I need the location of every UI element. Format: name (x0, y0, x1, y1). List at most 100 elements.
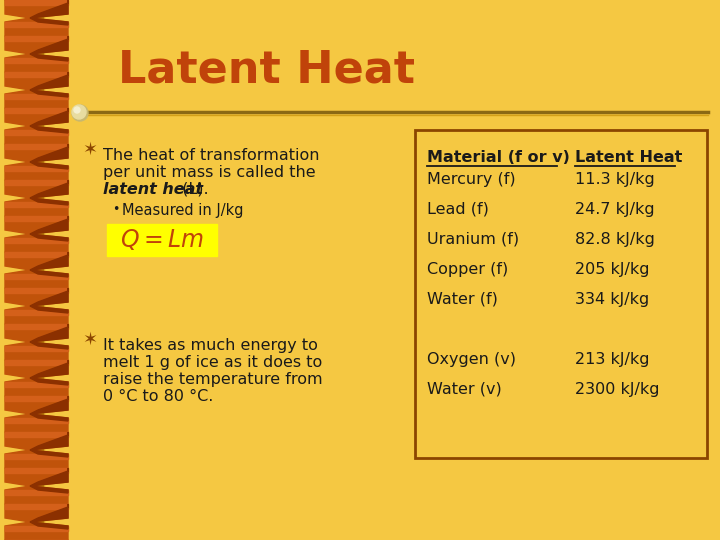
Circle shape (72, 105, 86, 119)
Bar (40, 0, 43, 540)
Polygon shape (30, 504, 68, 522)
Text: 82.8 kJ/kg: 82.8 kJ/kg (575, 232, 655, 247)
Polygon shape (5, 216, 68, 234)
Polygon shape (30, 342, 68, 349)
Polygon shape (30, 270, 68, 277)
Text: 2300 kJ/kg: 2300 kJ/kg (575, 382, 660, 397)
Polygon shape (30, 126, 68, 133)
Polygon shape (30, 432, 68, 450)
Text: Oxygen (v): Oxygen (v) (427, 352, 516, 367)
Polygon shape (30, 288, 68, 306)
Polygon shape (5, 360, 68, 365)
Polygon shape (5, 468, 68, 486)
Polygon shape (5, 396, 68, 414)
Polygon shape (30, 414, 68, 421)
Polygon shape (30, 36, 68, 54)
Polygon shape (5, 162, 68, 180)
Polygon shape (5, 310, 68, 315)
Polygon shape (5, 72, 68, 90)
Polygon shape (5, 90, 68, 108)
Text: It takes as much energy to: It takes as much energy to (103, 338, 318, 353)
Bar (415, 130, 707, 458)
Text: latent heat: latent heat (103, 182, 203, 197)
Polygon shape (5, 526, 68, 531)
Polygon shape (5, 166, 68, 171)
Polygon shape (30, 234, 68, 241)
Circle shape (72, 105, 88, 121)
Polygon shape (5, 324, 68, 342)
Polygon shape (30, 450, 68, 457)
Text: 205 kJ/kg: 205 kJ/kg (575, 262, 649, 277)
Polygon shape (5, 36, 68, 41)
Polygon shape (5, 418, 68, 423)
Polygon shape (30, 468, 68, 486)
Polygon shape (5, 22, 68, 27)
Text: 0 °C to 80 °C.: 0 °C to 80 °C. (103, 389, 213, 404)
Text: 334 kJ/kg: 334 kJ/kg (575, 292, 649, 307)
Polygon shape (5, 414, 68, 432)
Polygon shape (30, 90, 68, 97)
Polygon shape (30, 252, 68, 270)
Text: Water (v): Water (v) (427, 382, 502, 397)
Polygon shape (5, 522, 68, 540)
Polygon shape (5, 450, 68, 468)
Polygon shape (5, 0, 68, 18)
Polygon shape (5, 486, 68, 504)
Circle shape (74, 107, 80, 113)
Polygon shape (5, 454, 68, 459)
Polygon shape (5, 54, 68, 72)
Polygon shape (30, 108, 68, 126)
Polygon shape (5, 94, 68, 99)
Polygon shape (30, 180, 68, 198)
Text: raise the temperature from: raise the temperature from (103, 372, 323, 387)
Polygon shape (5, 0, 68, 5)
Polygon shape (5, 108, 68, 113)
Polygon shape (5, 382, 68, 387)
Polygon shape (5, 126, 68, 144)
Text: 11.3 kJ/kg: 11.3 kJ/kg (575, 172, 654, 187)
Polygon shape (5, 18, 68, 36)
Polygon shape (30, 216, 68, 234)
Polygon shape (5, 108, 68, 126)
Polygon shape (5, 198, 68, 216)
Polygon shape (5, 288, 68, 293)
Polygon shape (30, 162, 68, 169)
Polygon shape (5, 288, 68, 306)
Text: 24.7 kJ/kg: 24.7 kJ/kg (575, 202, 654, 217)
Polygon shape (5, 306, 68, 324)
Bar (28, 0, 42, 540)
Polygon shape (5, 36, 68, 54)
Text: Mercury (f): Mercury (f) (427, 172, 516, 187)
Text: ✶: ✶ (82, 141, 98, 159)
Polygon shape (5, 238, 68, 243)
Polygon shape (5, 432, 68, 450)
Polygon shape (5, 324, 68, 329)
Polygon shape (30, 18, 68, 25)
Polygon shape (5, 468, 68, 473)
Polygon shape (5, 252, 68, 270)
Polygon shape (30, 306, 68, 313)
Polygon shape (5, 72, 68, 77)
Text: Uranium (f): Uranium (f) (427, 232, 519, 247)
Polygon shape (30, 198, 68, 205)
Polygon shape (5, 360, 68, 378)
Polygon shape (5, 180, 68, 198)
Polygon shape (5, 504, 68, 522)
Text: •: • (112, 203, 120, 216)
Polygon shape (5, 144, 68, 162)
Polygon shape (5, 504, 68, 509)
Polygon shape (5, 342, 68, 360)
FancyBboxPatch shape (107, 224, 217, 256)
Text: $Q = Lm$: $Q = Lm$ (120, 227, 204, 253)
Polygon shape (5, 216, 68, 221)
Text: 213 kJ/kg: 213 kJ/kg (575, 352, 649, 367)
Polygon shape (5, 490, 68, 495)
Text: Latent Heat: Latent Heat (118, 49, 415, 91)
Text: melt 1 g of ice as it does to: melt 1 g of ice as it does to (103, 355, 323, 370)
Polygon shape (5, 396, 68, 401)
Text: (L).: (L). (177, 182, 209, 197)
Polygon shape (5, 130, 68, 135)
Polygon shape (30, 324, 68, 342)
Polygon shape (5, 346, 68, 351)
Text: Material (f or v): Material (f or v) (427, 150, 570, 165)
